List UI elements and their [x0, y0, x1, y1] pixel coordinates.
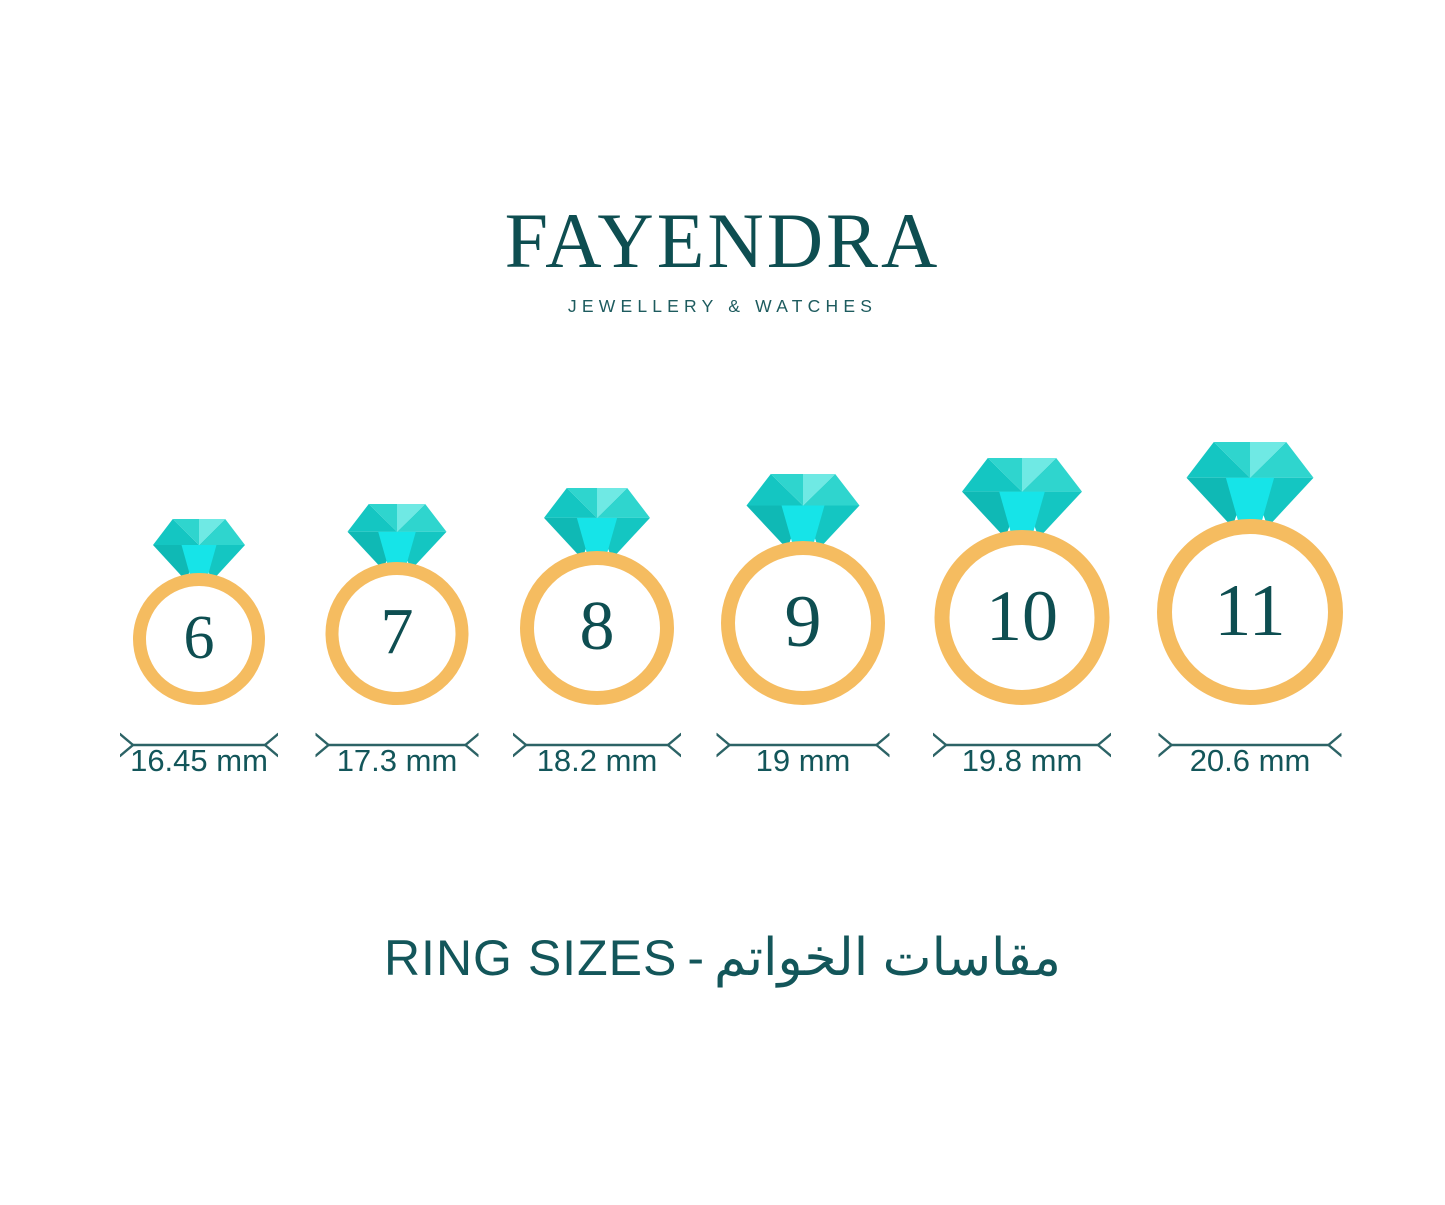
- ring-size-number: 10: [986, 576, 1058, 657]
- gem-icon: [544, 488, 650, 559]
- page-title: RING SIZES - مقاسات الخواتم: [0, 929, 1445, 987]
- gem-icon: [1186, 442, 1314, 527]
- dimension-line: [314, 728, 480, 762]
- ring-diameter-label: 16.45 mm: [130, 743, 268, 778]
- brand-tagline: JEWELLERY & WATCHES: [567, 296, 878, 316]
- gem-icon: [746, 474, 860, 549]
- dimension-line: [931, 728, 1113, 762]
- ring-size-row: 6 16.45 mm 7 17.3 mm 8 18.2 mm 9 19 mm 10 19.8 mm…: [0, 440, 1445, 840]
- brand-wordmark: FAYENDRA: [504, 197, 941, 284]
- ring-diameter-label: 19.8 mm: [961, 743, 1083, 778]
- dimension-line: [715, 728, 891, 762]
- page-title-separator: -: [687, 930, 704, 986]
- page-title-arabic: مقاسات الخواتم: [713, 929, 1062, 987]
- ring-size-item[interactable]: 9 19 mm: [683, 440, 923, 840]
- ring-diameter-label: 17.3 mm: [336, 743, 458, 778]
- ring-size-item[interactable]: 11 20.6 mm: [1130, 440, 1370, 840]
- ring-size-item[interactable]: 6 16.45 mm: [79, 440, 319, 840]
- ring-diameter-label: 18.2 mm: [536, 743, 658, 778]
- ring-size-number: 9: [784, 580, 822, 663]
- dimension-line: [511, 728, 683, 762]
- ring-size-number: 11: [1214, 569, 1286, 652]
- ring-diameter-label: 19 mm: [755, 743, 851, 778]
- dimension-line: [1157, 728, 1343, 762]
- ring-size-number: 8: [579, 587, 615, 665]
- ring-diameter-label: 20.6 mm: [1189, 743, 1311, 778]
- ring-size-item[interactable]: 8 18.2 mm: [477, 440, 717, 840]
- gem-icon: [347, 504, 447, 570]
- brand-logo: FAYENDRA JEWELLERY & WATCHES: [0, 202, 1445, 317]
- ring-size-item[interactable]: 10 19.8 mm: [902, 440, 1142, 840]
- gem-icon: [153, 519, 245, 581]
- dimension-line: [118, 728, 280, 762]
- gem-icon: [962, 458, 1082, 538]
- ring-size-number: 6: [183, 603, 215, 672]
- ring-size-item[interactable]: 7 17.3 mm: [277, 440, 517, 840]
- page-title-latin: RING SIZES: [383, 930, 678, 986]
- ring-size-number: 7: [380, 595, 414, 669]
